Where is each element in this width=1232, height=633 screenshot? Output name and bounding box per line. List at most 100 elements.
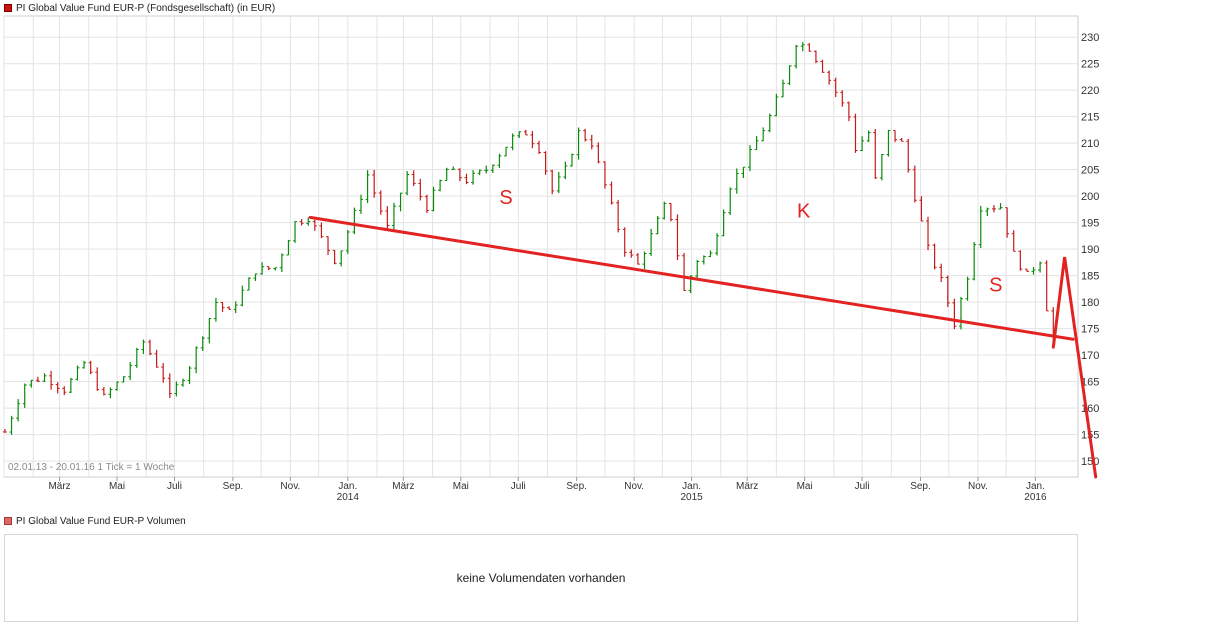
ohlc-bar bbox=[893, 129, 898, 143]
ohlc-bar bbox=[800, 42, 805, 52]
y-tick-label: 150 bbox=[1081, 456, 1099, 468]
ohlc-bar bbox=[266, 266, 271, 271]
ohlc-bar bbox=[345, 230, 350, 254]
ohlc-bar bbox=[134, 347, 139, 368]
ohlc-bar bbox=[358, 194, 363, 214]
ohlc-bar bbox=[767, 113, 772, 133]
ohlc-bar bbox=[82, 360, 87, 369]
ohlc-bar bbox=[35, 376, 40, 383]
ohlc-bar bbox=[405, 171, 410, 196]
ohlc-bar bbox=[115, 381, 120, 391]
ohlc-bar bbox=[424, 194, 429, 214]
ohlc-bar bbox=[813, 50, 818, 64]
ohlc-bar bbox=[161, 363, 166, 383]
ohlc-bar bbox=[398, 192, 403, 212]
ohlc-bar bbox=[945, 275, 950, 308]
x-tick-label: März bbox=[392, 481, 414, 492]
ohlc-bar bbox=[55, 382, 60, 394]
ohlc-bar bbox=[1018, 250, 1023, 271]
price-legend-swatch bbox=[4, 4, 12, 12]
x-tick-label: Mai bbox=[109, 481, 125, 492]
x-year-label: 2015 bbox=[680, 492, 703, 503]
y-tick-label: 210 bbox=[1081, 138, 1099, 150]
x-tick-label: Nov. bbox=[968, 481, 988, 492]
ohlc-bar bbox=[180, 378, 185, 387]
volume-empty-message: keine Volumendaten vorhanden bbox=[456, 571, 626, 585]
ohlc-bar bbox=[457, 168, 462, 182]
ohlc-bar bbox=[589, 134, 594, 150]
ohlc-bar bbox=[939, 263, 944, 283]
ohlc-bar bbox=[807, 42, 812, 52]
price-legend-label: PI Global Value Fund EUR-P (Fondsgesells… bbox=[16, 2, 276, 14]
ohlc-bar bbox=[846, 101, 851, 122]
x-tick-label: Juli bbox=[167, 481, 182, 492]
ohlc-bar bbox=[352, 207, 357, 235]
ohlc-bar bbox=[866, 130, 871, 143]
ohlc-bar bbox=[537, 140, 542, 154]
ohlc-bar bbox=[919, 196, 924, 222]
ohlc-bar bbox=[787, 65, 792, 86]
ohlc-bar bbox=[1044, 260, 1049, 312]
ohlc-bar bbox=[517, 131, 522, 138]
y-tick-label: 180 bbox=[1081, 297, 1099, 309]
ohlc-bar bbox=[339, 250, 344, 267]
x-tick-label: Juli bbox=[855, 481, 870, 492]
vertical-gridlines bbox=[3, 16, 1036, 477]
y-tick-label: 230 bbox=[1081, 32, 1099, 44]
ohlc-bar bbox=[899, 138, 904, 142]
volume-legend-label: PI Global Value Fund EUR-P Volumen bbox=[16, 515, 186, 527]
ohlc-bar bbox=[471, 170, 476, 185]
ohlc-bar bbox=[649, 228, 654, 256]
ohlc-bar bbox=[411, 170, 416, 187]
ohlc-bar bbox=[958, 296, 963, 330]
ohlc-bar bbox=[174, 381, 179, 397]
pattern-label: S bbox=[499, 187, 512, 209]
ohlc-bar bbox=[213, 297, 218, 322]
x-tick-label: Jan. bbox=[682, 481, 701, 492]
ohlc-bar bbox=[708, 250, 713, 258]
ohlc-bar bbox=[602, 161, 607, 189]
ohlc-bar bbox=[563, 161, 568, 180]
horizontal-gridlines bbox=[4, 36, 1078, 462]
ohlc-bar bbox=[464, 173, 469, 185]
ohlc-bar bbox=[820, 59, 825, 73]
ohlc-bar bbox=[279, 253, 284, 272]
price-legend: PI Global Value Fund EUR-P (Fondsgesells… bbox=[4, 1, 275, 15]
ohlc-bar bbox=[998, 203, 1003, 210]
y-tick-label: 185 bbox=[1081, 271, 1099, 283]
ohlc-bar bbox=[629, 249, 634, 258]
y-tick-label: 205 bbox=[1081, 165, 1099, 177]
ohlc-bar bbox=[154, 349, 159, 368]
ohlc-bar bbox=[312, 219, 317, 231]
x-year-label: 2016 bbox=[1024, 492, 1047, 503]
ohlc-bar bbox=[326, 236, 331, 256]
ohlc-bar bbox=[879, 153, 884, 181]
ohlc-bar bbox=[260, 262, 265, 275]
ohlc-bar bbox=[68, 377, 73, 394]
pattern-label: K bbox=[797, 200, 811, 222]
ohlc-bar bbox=[167, 373, 172, 399]
y-tick-label: 195 bbox=[1081, 218, 1099, 230]
ohlc-bar bbox=[220, 301, 225, 312]
ohlc-bar bbox=[477, 169, 482, 176]
x-tick-label: Nov. bbox=[624, 481, 644, 492]
ohlc-bar bbox=[523, 129, 528, 136]
x-tick-label: Mai bbox=[797, 481, 813, 492]
ohlc-bar bbox=[372, 169, 377, 198]
ohlc-bar bbox=[121, 376, 126, 383]
ohlc-bar bbox=[273, 267, 278, 271]
x-tick-label: Juli bbox=[511, 481, 526, 492]
ohlc-bar bbox=[701, 255, 706, 265]
ohlc-bar bbox=[853, 113, 858, 153]
ohlc-bar bbox=[972, 241, 977, 281]
ohlc-bar bbox=[596, 142, 601, 164]
ohlc-bar bbox=[29, 379, 34, 388]
y-tick-label: 165 bbox=[1081, 377, 1099, 389]
x-tick-label: Nov. bbox=[280, 481, 300, 492]
y-tick-label: 190 bbox=[1081, 244, 1099, 256]
ohlc-bar bbox=[655, 215, 660, 235]
ohlc-bar bbox=[2, 428, 7, 433]
x-tick-label: März bbox=[48, 481, 70, 492]
ohlc-bar bbox=[444, 167, 449, 182]
